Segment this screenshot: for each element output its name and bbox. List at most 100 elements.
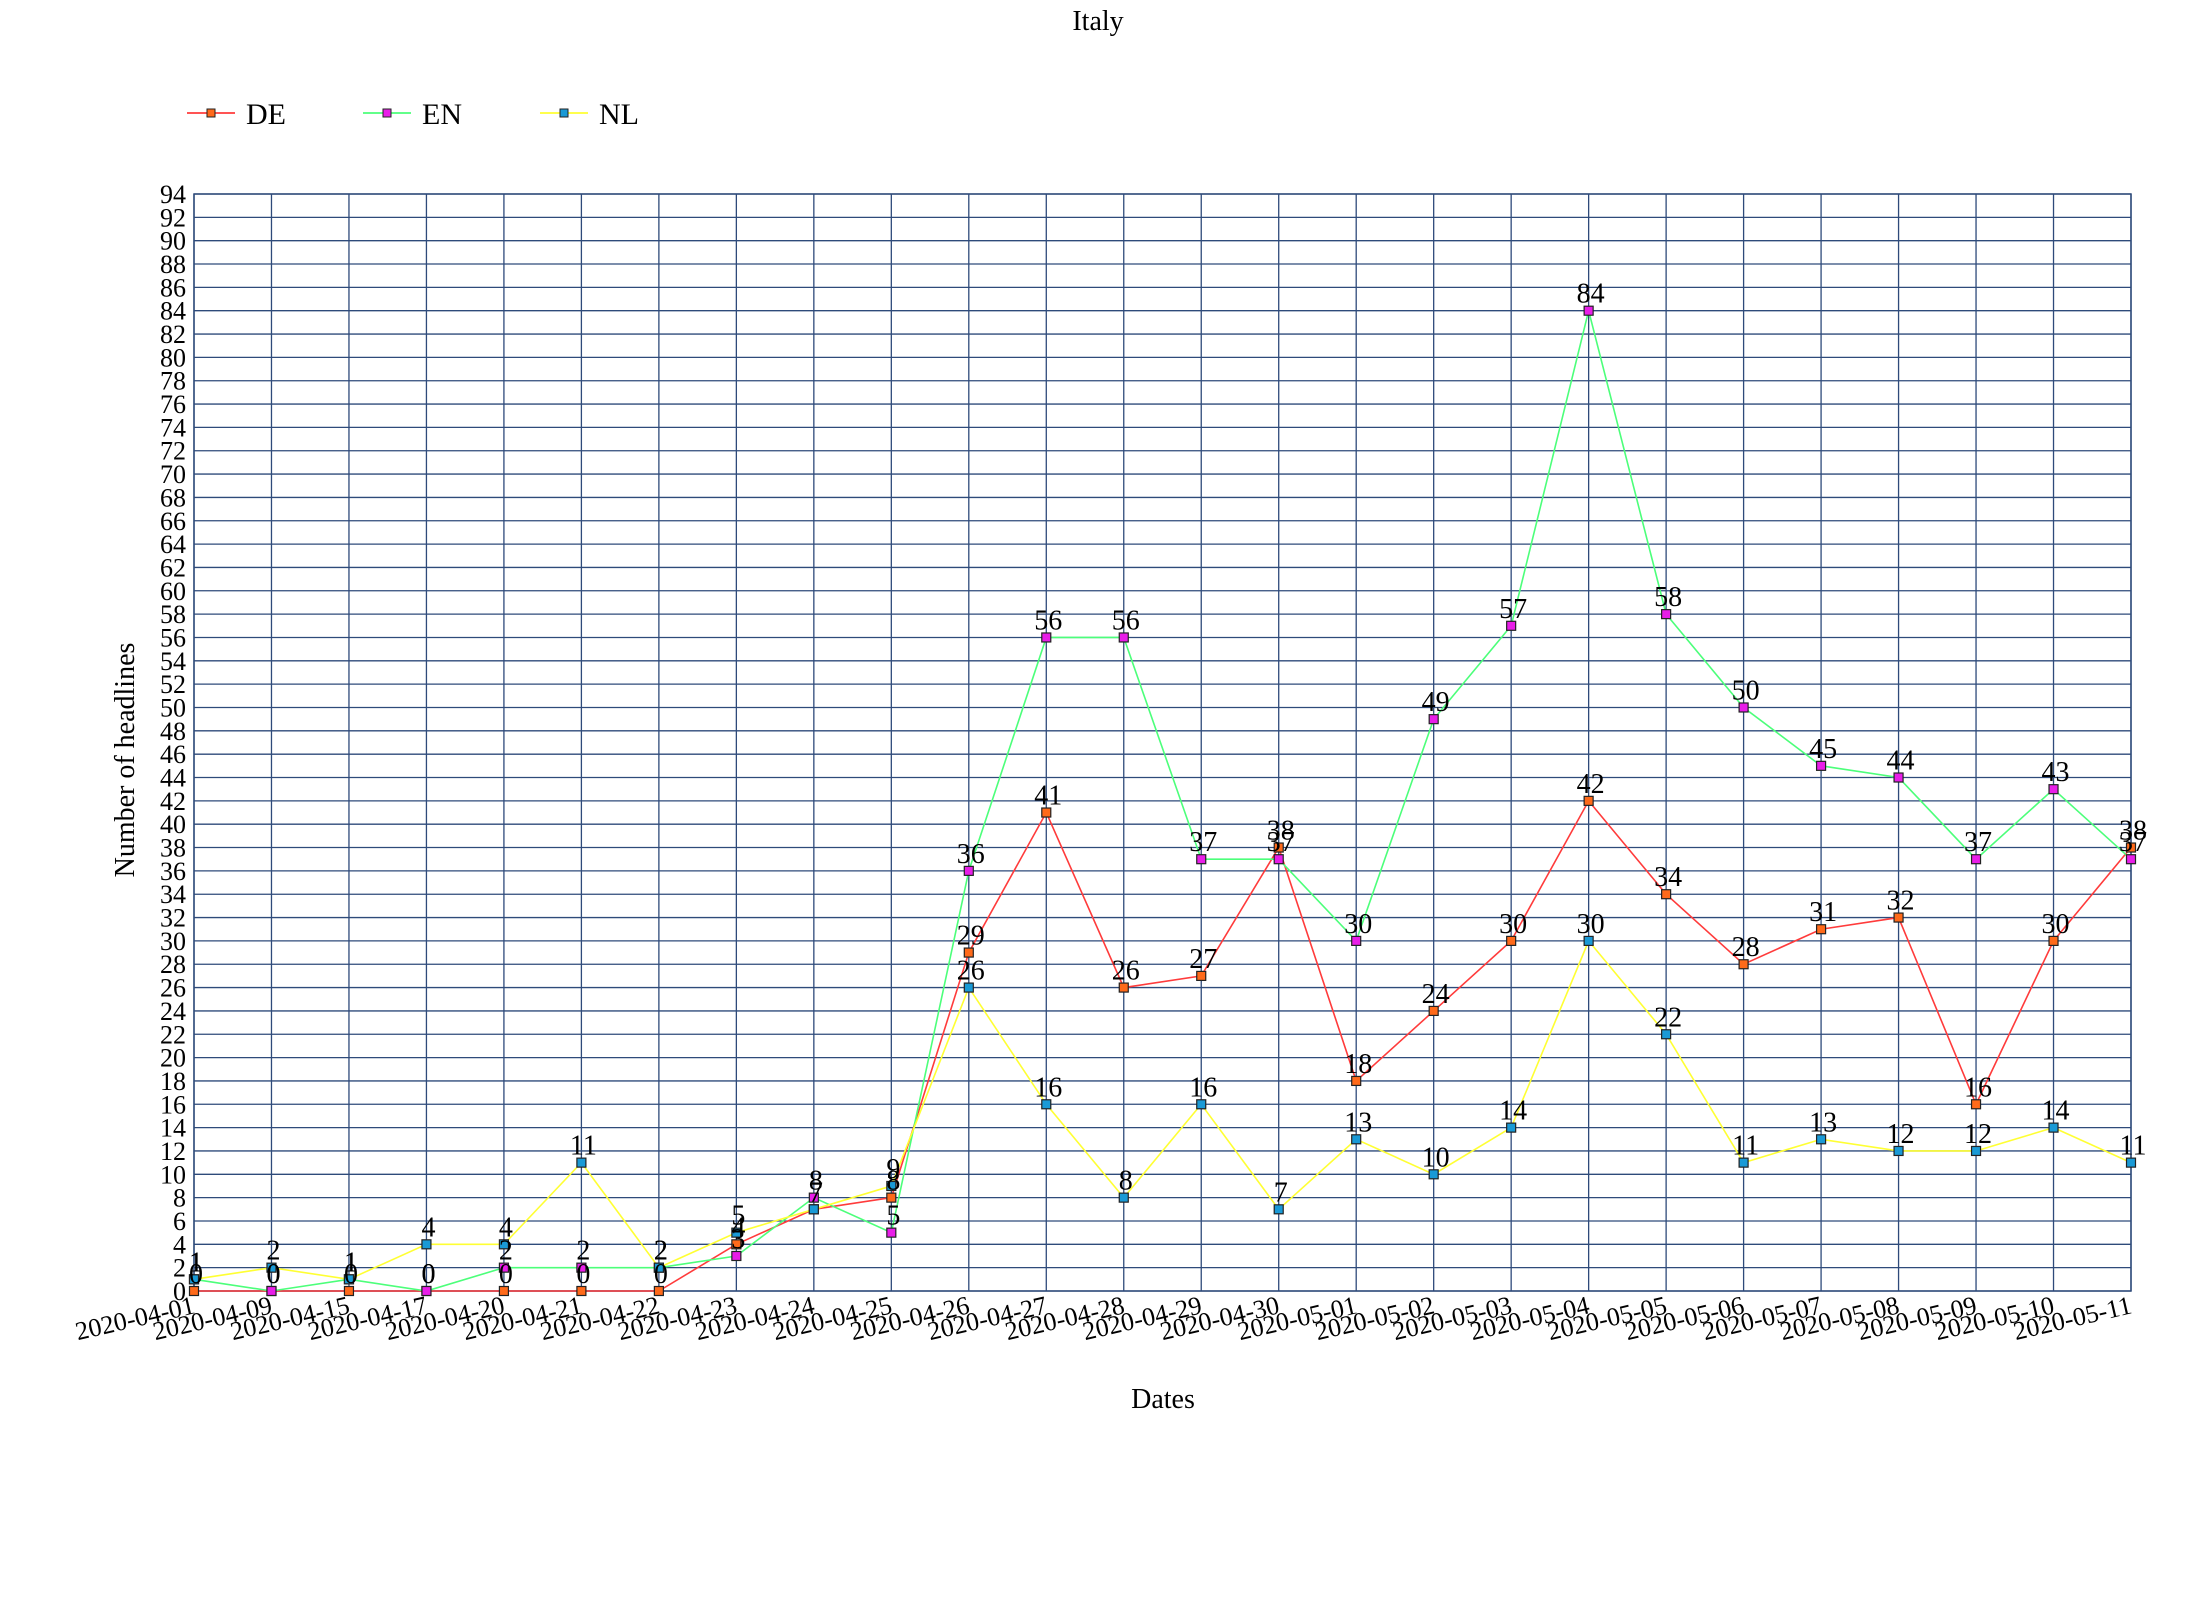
data-label-de: 26 [1112,956,1140,987]
point-nl [188,1274,200,1285]
data-label-nl: 22 [1654,1002,1682,1033]
data-label-nl: 5 [731,1201,745,1232]
y-tick-label: 6 [173,1207,186,1236]
point-nl [266,1262,277,1273]
point-nl [1351,1134,1362,1145]
data-label-nl: 26 [957,956,985,987]
y-tick-label: 10 [160,1160,186,1189]
point-nl [2048,1122,2059,1133]
data-label-en: 30 [1344,909,1372,940]
legend-label: EN [422,98,462,131]
point-en [266,1285,277,1297]
data-label-en: 56 [1112,605,1140,636]
data-label-nl: 14 [2042,1096,2070,1127]
data-label-de: 31 [1809,897,1837,928]
point-nl [653,1262,664,1273]
legend-marker [559,108,569,118]
y-tick-label: 38 [160,834,186,863]
data-label-en: 84 [1577,279,1605,310]
y-tick-label: 88 [160,250,186,279]
x-axis-ticks: 2020-04-012020-04-092020-04-152020-04-17… [73,1291,2135,1347]
point-de [1041,807,1052,818]
point-de [1661,889,1672,900]
y-tick-label: 0 [173,1277,186,1306]
point-en [2048,784,2059,795]
point-de [2048,935,2059,946]
point-nl [1118,1192,1129,1203]
data-label-en: 0 [421,1259,435,1290]
point-en [1196,854,1207,865]
data-label-nl: 11 [2120,1131,2147,1162]
series-line-en [193,310,2132,1292]
point-en [1583,305,1594,316]
y-tick-label: 50 [160,693,186,722]
data-label-de: 30 [1499,909,1527,940]
data-label-nl: 2 [654,1236,668,1267]
data-label-nl: 16 [1034,1072,1062,1103]
data-label-nl: 30 [1577,909,1605,940]
point-nl [886,1180,897,1192]
data-label-en: 1 [189,1247,203,1278]
y-tick-label: 40 [160,810,186,839]
data-label-de: 4 [731,1212,745,1243]
data-label-de: 30 [2042,909,2070,940]
data-label-en: 45 [1809,734,1837,765]
y-tick-label: 64 [160,530,186,559]
legend-item-nl: NL [540,98,639,131]
point-en [2125,854,2137,865]
data-label-de: 0 [421,1259,435,1290]
grid [193,193,2132,1292]
point-nl [343,1274,355,1285]
point-en [1738,702,1749,713]
y-tick-label: 60 [160,577,186,606]
point-de [1506,935,1517,946]
data-label-en: 57 [1499,594,1527,625]
point-de [1351,1075,1362,1087]
data-label-en: 3 [731,1224,745,1255]
point-de [343,1285,355,1297]
y-tick-label: 52 [160,670,186,699]
point-nl [1273,1204,1284,1215]
data-label-nl: 9 [886,1154,900,1185]
point-nl [576,1157,587,1168]
data-label-en: 37 [1267,827,1295,858]
y-tick-label: 94 [160,180,186,209]
plot-frame [193,193,2132,1292]
data-label-en: 2 [576,1236,590,1267]
data-label-nl: 10 [1422,1142,1450,1173]
y-tick-label: 82 [160,320,186,349]
point-nl [498,1239,510,1250]
point-en [1351,935,1362,946]
y-tick-label: 84 [160,297,186,326]
point-nl [1738,1157,1749,1168]
data-label-en: 37 [2119,827,2147,858]
chart-title: Italy [1072,6,1123,37]
legend: DE EN NL [187,98,639,131]
y-tick-label: 48 [160,717,186,746]
point-en [808,1192,819,1203]
data-label-nl: 7 [1274,1177,1288,1208]
data-label-nl: 11 [570,1131,597,1162]
data-label-de: 42 [1577,769,1605,800]
data-label-nl: 12 [1964,1119,1992,1150]
point-de [1815,924,1827,935]
y-tick-label: 78 [160,367,186,396]
y-tick-label: 42 [160,787,186,816]
data-label-en: 58 [1654,582,1682,613]
data-label-nl: 13 [1344,1107,1372,1138]
point-de [1893,912,1904,923]
y-tick-label: 26 [160,974,186,1003]
data-label-nl: 12 [1887,1119,1915,1150]
point-en [421,1285,432,1297]
point-en [1661,609,1672,620]
point-de [2125,842,2137,853]
point-nl [963,982,974,993]
data-label-nl: 4 [421,1212,435,1243]
y-tick-label: 80 [160,343,186,372]
point-de [886,1192,897,1203]
y-tick-label: 8 [173,1184,186,1213]
data-label-nl: 14 [1499,1096,1527,1127]
point-en [1118,632,1129,643]
data-label-nl: 11 [1732,1131,1759,1162]
